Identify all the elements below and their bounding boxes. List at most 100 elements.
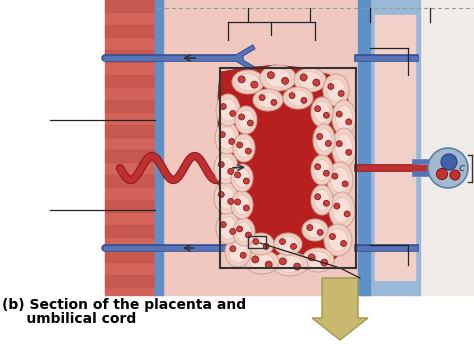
Ellipse shape (277, 256, 302, 272)
Ellipse shape (233, 218, 255, 246)
Ellipse shape (278, 236, 298, 252)
Ellipse shape (252, 236, 270, 252)
Ellipse shape (327, 79, 345, 101)
Circle shape (220, 222, 226, 227)
Ellipse shape (245, 250, 279, 274)
Ellipse shape (214, 182, 238, 214)
Circle shape (291, 243, 297, 249)
Ellipse shape (307, 251, 329, 268)
Circle shape (280, 239, 285, 245)
Circle shape (263, 243, 269, 249)
Ellipse shape (231, 191, 253, 219)
Bar (105, 150, 157, 162)
Ellipse shape (237, 138, 252, 158)
Ellipse shape (231, 164, 253, 192)
Circle shape (289, 93, 295, 99)
Circle shape (246, 232, 251, 238)
Ellipse shape (332, 100, 356, 136)
Bar (105, 50, 157, 62)
Ellipse shape (302, 248, 334, 272)
Ellipse shape (294, 68, 326, 92)
Circle shape (230, 110, 236, 117)
Ellipse shape (218, 187, 235, 209)
Ellipse shape (260, 65, 296, 91)
Ellipse shape (299, 72, 321, 88)
Circle shape (325, 140, 331, 147)
Circle shape (450, 170, 460, 180)
Circle shape (338, 90, 344, 96)
Ellipse shape (219, 99, 237, 121)
Bar (360, 0, 420, 295)
Circle shape (237, 142, 243, 148)
Ellipse shape (314, 190, 330, 211)
Bar (105, 175, 157, 187)
Circle shape (301, 97, 307, 104)
Ellipse shape (327, 162, 353, 198)
Bar (105, 225, 157, 237)
Circle shape (271, 99, 277, 105)
Bar (105, 75, 157, 87)
Polygon shape (312, 278, 368, 340)
Circle shape (267, 72, 274, 79)
Ellipse shape (234, 168, 250, 188)
Circle shape (336, 111, 342, 117)
Circle shape (336, 141, 342, 147)
Ellipse shape (311, 185, 333, 215)
Circle shape (334, 203, 340, 209)
Ellipse shape (324, 224, 352, 256)
Circle shape (240, 252, 246, 258)
Ellipse shape (216, 212, 240, 244)
Circle shape (238, 76, 245, 83)
Ellipse shape (235, 106, 257, 134)
Circle shape (328, 84, 334, 89)
Ellipse shape (214, 152, 238, 184)
Circle shape (253, 239, 259, 245)
Ellipse shape (329, 192, 355, 228)
Ellipse shape (229, 241, 247, 262)
Circle shape (321, 259, 328, 266)
Ellipse shape (219, 217, 237, 239)
Bar (358, 0, 370, 295)
Ellipse shape (265, 69, 291, 87)
Circle shape (317, 229, 323, 235)
Circle shape (265, 261, 272, 268)
Ellipse shape (283, 87, 313, 109)
Ellipse shape (306, 222, 324, 238)
Circle shape (228, 198, 234, 204)
Ellipse shape (233, 134, 255, 162)
Circle shape (282, 77, 289, 84)
Circle shape (228, 169, 234, 174)
Circle shape (220, 104, 226, 109)
Text: umbilical cord: umbilical cord (2, 312, 136, 326)
Bar (375, 15, 415, 280)
Circle shape (246, 148, 251, 154)
Circle shape (218, 162, 224, 168)
Circle shape (230, 246, 236, 252)
Circle shape (340, 240, 346, 246)
Ellipse shape (331, 168, 349, 193)
Ellipse shape (333, 197, 351, 223)
Bar (105, 125, 157, 137)
Circle shape (238, 114, 245, 120)
Ellipse shape (219, 127, 236, 149)
Bar (158, 0, 368, 295)
Ellipse shape (218, 157, 235, 179)
Ellipse shape (225, 237, 251, 267)
Circle shape (237, 226, 243, 232)
Circle shape (428, 148, 468, 188)
Circle shape (344, 211, 350, 217)
Ellipse shape (314, 101, 330, 122)
Circle shape (323, 170, 329, 176)
Ellipse shape (234, 195, 250, 215)
Circle shape (346, 149, 352, 155)
Circle shape (332, 173, 338, 179)
Circle shape (441, 154, 457, 170)
Circle shape (307, 225, 313, 230)
Ellipse shape (257, 92, 279, 108)
Circle shape (259, 95, 265, 101)
Circle shape (323, 112, 329, 118)
Ellipse shape (237, 222, 252, 242)
Bar (155, 0, 163, 295)
Ellipse shape (248, 233, 274, 255)
Ellipse shape (311, 97, 333, 127)
